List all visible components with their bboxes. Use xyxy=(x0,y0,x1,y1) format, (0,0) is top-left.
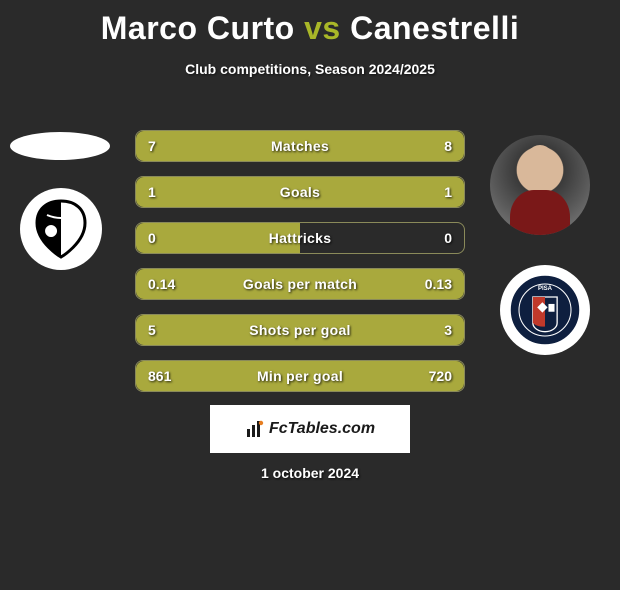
date-text: 1 october 2024 xyxy=(0,465,620,481)
stat-bar-right xyxy=(300,177,464,207)
cesena-crest-icon xyxy=(29,197,93,261)
stat-label: Min per goal xyxy=(257,368,343,384)
stat-label: Goals per match xyxy=(243,276,357,292)
player2-photo xyxy=(490,135,590,235)
stat-row: 1 1 Goals xyxy=(135,176,465,208)
page-title: Marco Curto vs Canestrelli xyxy=(0,10,620,47)
stat-value-left: 1 xyxy=(148,184,156,200)
club-crest-right: PISA xyxy=(500,265,590,355)
svg-text:PISA: PISA xyxy=(538,286,553,292)
stat-label: Hattricks xyxy=(269,230,332,246)
stat-row: 0.14 0.13 Goals per match xyxy=(135,268,465,300)
stat-label: Shots per goal xyxy=(249,322,350,338)
club-crest-left xyxy=(20,188,102,270)
branding-text: FcTables.com xyxy=(269,420,375,438)
stat-value-right: 720 xyxy=(429,368,452,384)
stat-value-right: 0.13 xyxy=(425,276,452,292)
stat-value-left: 5 xyxy=(148,322,156,338)
stat-label: Matches xyxy=(271,138,329,154)
stat-value-left: 861 xyxy=(148,368,171,384)
subtitle: Club competitions, Season 2024/2025 xyxy=(0,61,620,77)
vs-text: vs xyxy=(304,10,341,46)
stat-row: 861 720 Min per goal xyxy=(135,360,465,392)
stat-bar-left xyxy=(136,131,289,161)
stat-value-right: 3 xyxy=(444,322,452,338)
stat-row: 0 0 Hattricks xyxy=(135,222,465,254)
stat-value-left: 0 xyxy=(148,230,156,246)
stat-bar-left xyxy=(136,177,300,207)
stats-container: 7 8 Matches 1 1 Goals 0 0 Hattricks 0.14 0.13 Goals… xyxy=(135,130,465,406)
stat-row: 7 8 Matches xyxy=(135,130,465,162)
stat-value-left: 7 xyxy=(148,138,156,154)
stat-value-right: 0 xyxy=(444,230,452,246)
stat-label: Goals xyxy=(280,184,320,200)
player2-name: Canestrelli xyxy=(350,10,519,46)
player1-name: Marco Curto xyxy=(101,10,295,46)
stat-value-left: 0.14 xyxy=(148,276,175,292)
stat-row: 5 3 Shots per goal xyxy=(135,314,465,346)
flag-icon xyxy=(10,132,110,160)
stat-value-right: 1 xyxy=(444,184,452,200)
pisa-crest-icon: PISA xyxy=(506,271,584,349)
stat-value-right: 8 xyxy=(444,138,452,154)
fctables-logo-icon xyxy=(245,419,265,439)
branding-badge: FcTables.com xyxy=(210,405,410,453)
